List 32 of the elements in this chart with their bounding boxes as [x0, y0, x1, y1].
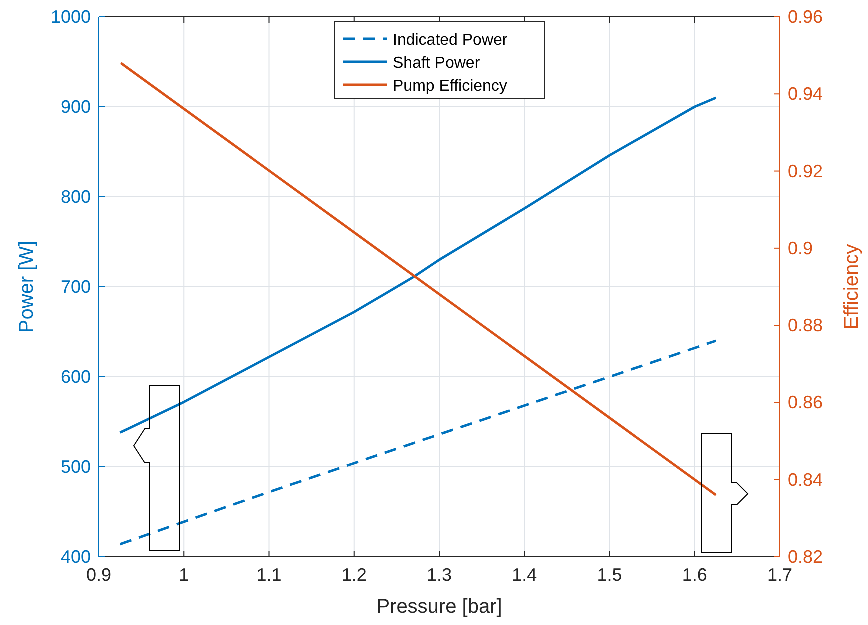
x-tick-label: 1.5	[597, 565, 622, 585]
y-axis-title: Power [W]	[16, 240, 38, 334]
y-tick-label: 700	[60, 277, 91, 297]
x-tick-label: 1	[179, 565, 190, 585]
y2-tick-label: 0.82	[788, 547, 824, 567]
legend-label: Shaft Power	[393, 55, 481, 72]
line-series	[119, 340, 718, 546]
y-tick-label: 800	[60, 187, 91, 207]
y-tick-label: 600	[60, 367, 91, 387]
x-tick-label: 1.3	[426, 565, 452, 585]
y2-axis-title: Efficiency	[841, 244, 863, 330]
y2-tick-label: 0.96	[788, 7, 824, 27]
y-tick-label: 1000	[50, 7, 91, 27]
x-tick-label: 1.6	[682, 565, 708, 585]
y-tick-label: 500	[60, 457, 91, 477]
x-tick-label: 0.9	[86, 565, 112, 585]
x-axis-title: Pressure [bar]	[376, 596, 502, 618]
legend-label: Indicated Power	[393, 32, 508, 49]
x-tick-label: 1.1	[256, 565, 282, 585]
x-tick-label: 1.7	[767, 565, 793, 585]
y2-tick-label: 0.84	[788, 470, 824, 490]
y2-tick-label: 0.92	[788, 161, 824, 182]
y2-tick-label: 0.86	[788, 392, 824, 413]
y2-tick-label: 0.9	[788, 238, 814, 258]
legend-label: Pump Efficiency	[393, 78, 508, 95]
x-tick-label: 1.2	[342, 565, 367, 585]
y2-tick-label: 0.88	[788, 316, 824, 336]
y-tick-label: 900	[60, 97, 91, 117]
x-tick-label: 1.4	[512, 565, 538, 585]
line-series	[119, 96, 718, 434]
y-tick-label: 400	[60, 547, 91, 567]
y2-tick-label: 0.94	[788, 84, 824, 104]
